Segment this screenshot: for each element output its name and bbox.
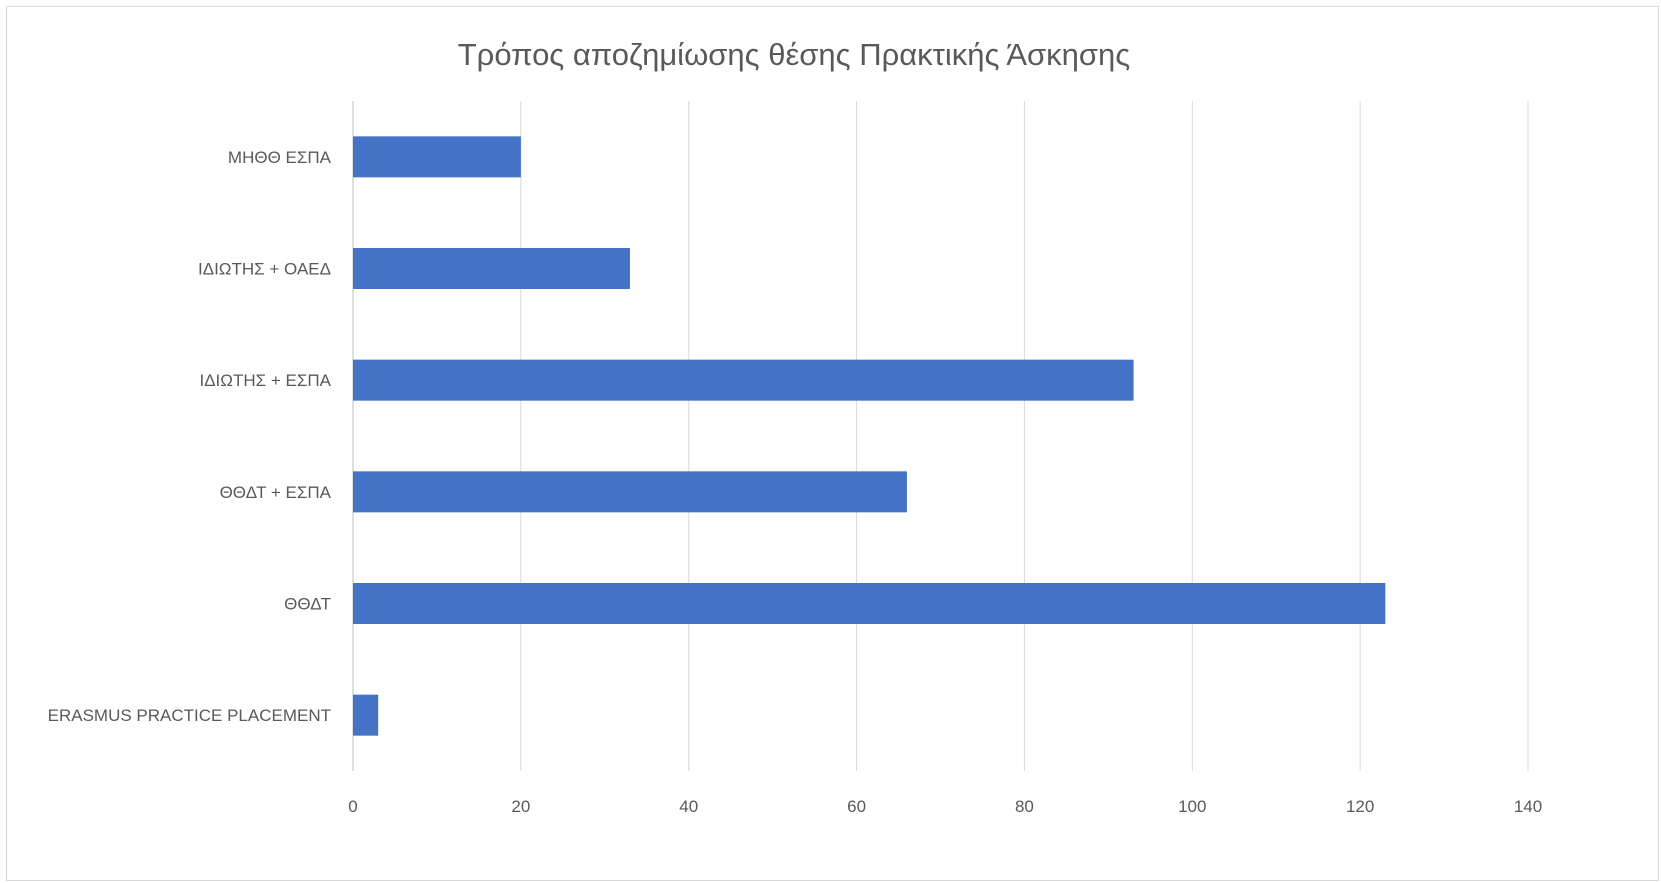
x-tick-label: 40 [679, 797, 698, 816]
x-tick-label: 80 [1015, 797, 1034, 816]
category-label: ΙΔΙΩΤΗΣ + ΟΑΕΔ [198, 260, 331, 279]
bar [353, 694, 379, 736]
category-label: ΘΘΔΤ [284, 595, 331, 614]
x-tick-label: 20 [511, 797, 530, 816]
bars [353, 136, 1386, 736]
x-tick-label: 120 [1346, 797, 1374, 816]
category-labels: ΜΗΘΘ ΕΣΠΑ ΙΔΙΩΤΗΣ + ΟΑΕΔ ΙΔΙΩΤΗΣ + ΕΣΠΑ ΘΘΔ… [48, 148, 332, 725]
x-tick-label: 100 [1178, 797, 1206, 816]
bar [353, 248, 630, 289]
bar [353, 359, 1134, 401]
bar-chart: Τρόπος αποζημίωσης θέσης Πρακτικής Άσκησ… [48, 37, 1543, 816]
bar [353, 471, 907, 513]
x-tick-labels: 0 20 40 60 80 100 120 140 [348, 797, 1542, 816]
x-tick-label: 140 [1514, 797, 1542, 816]
x-tick-label: 60 [847, 797, 866, 816]
category-label: ΘΘΔΤ + ΕΣΠΑ [220, 483, 332, 502]
gridlines [352, 101, 1529, 771]
bar [353, 136, 521, 178]
category-label: ΜΗΘΘ ΕΣΠΑ [228, 148, 332, 167]
chart-title: Τρόπος αποζημίωσης θέσης Πρακτικής Άσκησ… [458, 37, 1130, 72]
x-tick-label: 0 [348, 797, 357, 816]
category-label: ERASMUS PRACTICE PLACEMENT [48, 706, 331, 725]
bar [353, 583, 1386, 624]
chart-frame: Τρόπος αποζημίωσης θέσης Πρακτικής Άσκησ… [6, 6, 1659, 881]
category-label: ΙΔΙΩΤΗΣ + ΕΣΠΑ [199, 371, 331, 390]
